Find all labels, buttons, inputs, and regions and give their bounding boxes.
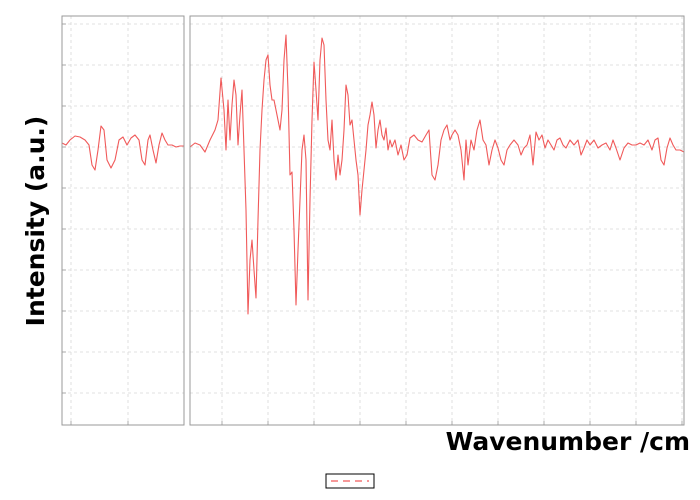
y-axis-label: Intensity (a.u.) [21, 116, 50, 327]
plot-area [190, 16, 684, 425]
series-line [61, 125, 184, 171]
series-line [189, 34, 685, 315]
plot-area [62, 16, 184, 425]
plot-frame [189, 15, 685, 426]
x-axis-label: Wavenumber /cm [446, 427, 690, 456]
plot-frame [61, 15, 185, 426]
